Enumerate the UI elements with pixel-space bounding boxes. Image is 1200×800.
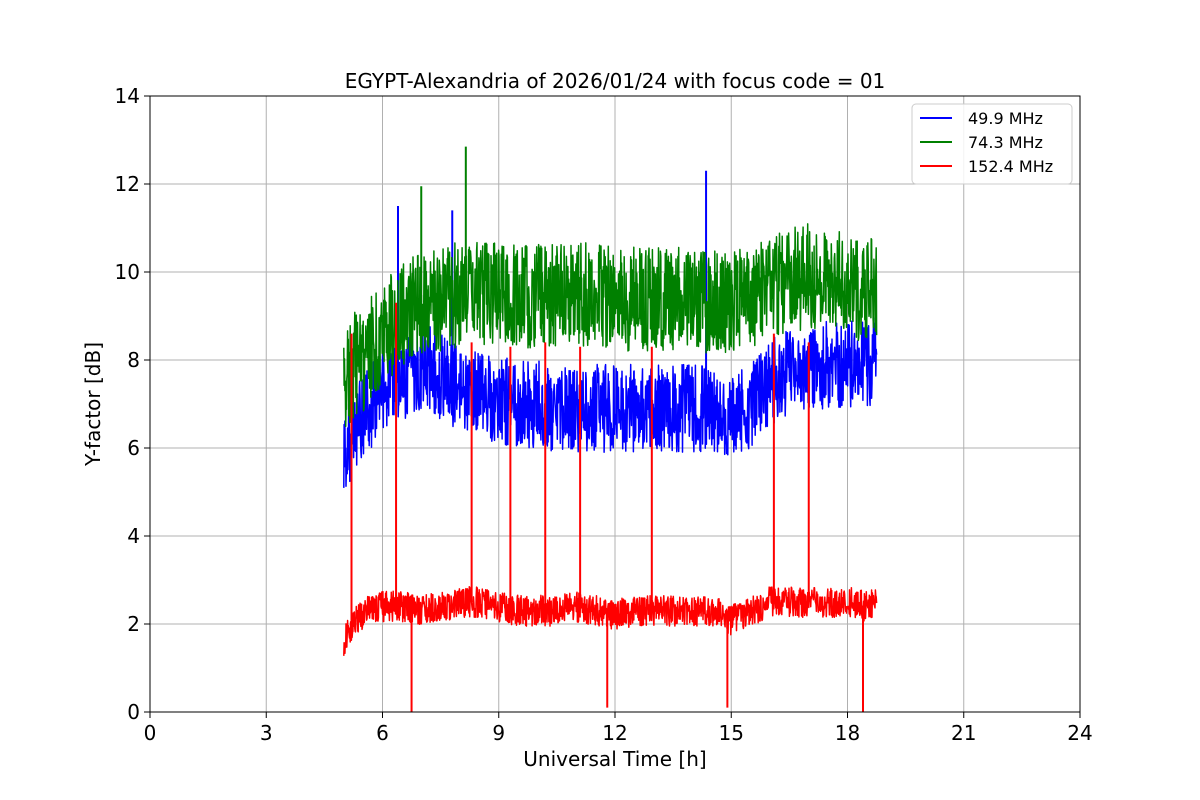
x-tick-label: 3 (260, 721, 273, 745)
y-tick-label: 2 (127, 612, 140, 636)
y-tick-label: 4 (127, 524, 140, 548)
y-tick-label: 14 (115, 84, 140, 108)
series-line (343, 586, 878, 656)
y-axis-label: Y-factor [dB] (81, 342, 105, 467)
x-tick-label: 18 (835, 721, 860, 745)
y-tick-label: 8 (127, 348, 140, 372)
x-tick-label: 24 (1067, 721, 1092, 745)
x-tick-label: 6 (376, 721, 389, 745)
y-tick-label: 10 (115, 260, 140, 284)
legend-entry: 152.4 MHz (968, 157, 1053, 176)
x-tick-label: 15 (719, 721, 744, 745)
series-layer (343, 146, 878, 712)
series-line (343, 317, 878, 488)
chart-title: EGYPT-Alexandria of 2026/01/24 with focu… (345, 69, 886, 93)
x-tick-label: 9 (492, 721, 505, 745)
y-tick-label: 12 (115, 172, 140, 196)
legend: 49.9 MHz 74.3 MHz 152.4 MHz (911, 103, 1073, 185)
x-axis-label: Universal Time [h] (523, 747, 706, 771)
series-line (343, 223, 878, 428)
x-tick-label: 12 (602, 721, 627, 745)
legend-entry: 49.9 MHz (968, 109, 1043, 128)
y-tick-label: 0 (127, 700, 140, 724)
x-tick-label: 21 (951, 721, 976, 745)
x-tick-label: 0 (144, 721, 157, 745)
y-tick-label: 6 (127, 436, 140, 460)
legend-box (911, 103, 1073, 185)
legend-entry: 74.3 MHz (968, 133, 1043, 152)
